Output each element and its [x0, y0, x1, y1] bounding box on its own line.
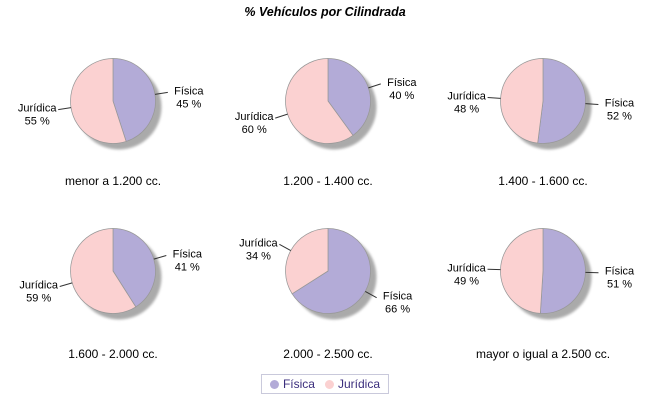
slice-label-name: Física [387, 77, 417, 89]
label-connector-line [585, 103, 599, 105]
pie-caption-2: 1.200 - 1.400 cc. [283, 174, 373, 188]
label-connector-line [58, 107, 72, 111]
juridica-color-swatch-icon [324, 379, 334, 389]
label-connector-line [59, 282, 73, 287]
label-connector-line [368, 83, 381, 89]
fisica-color-swatch-icon [269, 379, 279, 389]
pie-slice-juridica [285, 228, 329, 295]
pie-caption-6: mayor o igual a 2.500 cc. [475, 347, 611, 361]
legend-label-juridica: Jurídica [337, 377, 381, 391]
slice-label-percent: 34 % [246, 250, 271, 262]
slice-label-percent: 51 % [607, 279, 632, 291]
slice-label-percent: 40 % [389, 90, 414, 102]
label-connector-line [154, 91, 168, 95]
pie-slice-fisica [291, 228, 371, 314]
label-connector-line [153, 255, 167, 260]
label-connector-line [364, 291, 377, 299]
pie-caption-3: 1.400 - 1.600 cc. [498, 174, 588, 188]
slice-label-name: Jurídica [447, 91, 486, 103]
legend-item-juridica: Jurídica [324, 377, 381, 391]
pie-slice-fisica [112, 58, 156, 142]
slice-label-name: Física [605, 266, 635, 278]
slice-label-name: Física [383, 291, 413, 303]
slice-label-percent: 60 % [242, 124, 267, 136]
pie-slice-juridica [70, 58, 127, 144]
slice-label-name: Jurídica [18, 103, 57, 115]
slice-label-name: Jurídica [239, 237, 278, 249]
label-connector-line [275, 113, 288, 119]
pie-caption-4: 1.600 - 2.000 cc. [68, 347, 158, 361]
legend-item-fisica: Física [269, 377, 315, 391]
slice-label-percent: 55 % [25, 116, 50, 128]
pie-slice-fisica [327, 58, 371, 136]
label-connector-line [279, 243, 292, 251]
slice-label-name: Física [173, 249, 203, 261]
slice-label-percent: 48 % [454, 104, 479, 116]
pie-slice-fisica [539, 228, 586, 314]
slice-label-percent: 45 % [176, 98, 201, 110]
chart-title: % Vehículos por Cilindrada [244, 5, 406, 19]
legend-label-fisica: Física [282, 377, 315, 391]
slice-label-name: Jurídica [235, 111, 274, 123]
slice-label-percent: 59 % [26, 293, 51, 305]
slice-label-percent: 49 % [454, 275, 479, 287]
slice-label-name: Jurídica [19, 280, 58, 292]
slice-label-name: Física [605, 98, 635, 110]
slice-label-name: Jurídica [447, 262, 486, 274]
pie-caption-1: menor a 1.200 cc. [64, 174, 162, 188]
pie-slice-juridica [500, 228, 544, 314]
slice-label-name: Física [174, 85, 204, 97]
slice-label-percent: 66 % [385, 304, 410, 316]
pie-caption-5: 2.000 - 2.500 cc. [283, 347, 373, 361]
legend: Física Jurídica [260, 374, 390, 394]
label-connector-line [487, 97, 501, 99]
slice-label-percent: 52 % [607, 111, 632, 123]
slice-label-percent: 41 % [175, 262, 200, 274]
pie-slice-juridica [500, 58, 544, 144]
